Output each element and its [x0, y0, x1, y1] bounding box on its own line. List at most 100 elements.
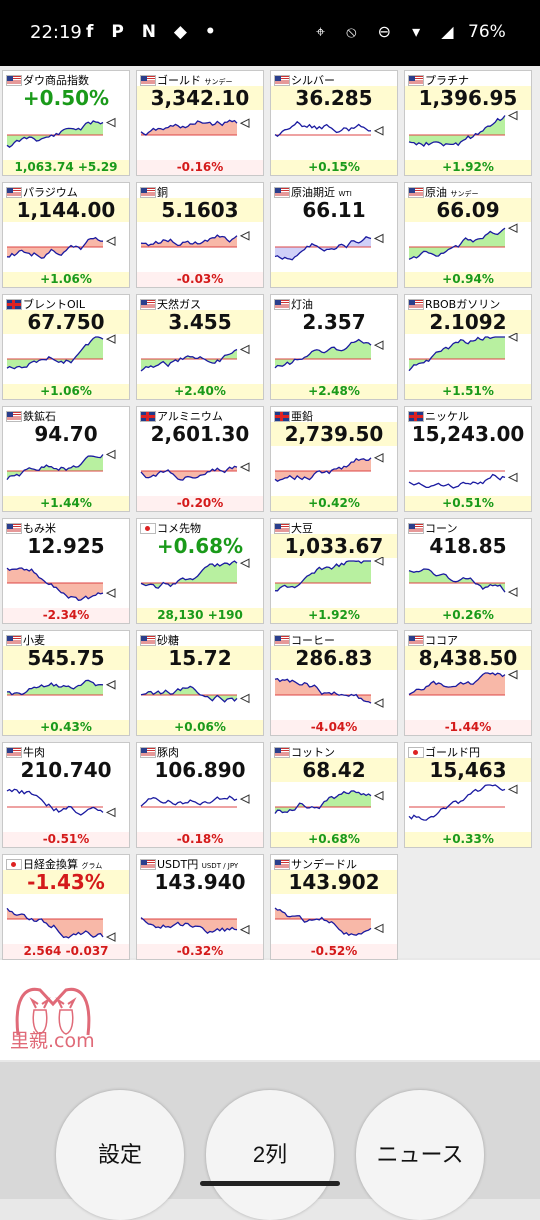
flag-uk-icon [140, 411, 156, 422]
commodity-card[interactable]: ココア 8,438.50 -1.44% [404, 630, 532, 736]
flag-us-icon [274, 187, 290, 198]
commodity-card[interactable]: ニッケル 15,243.00 +0.51% [404, 406, 532, 512]
sparkline-line [274, 677, 372, 704]
commodity-name: 天然ガス [157, 298, 201, 311]
commodity-card[interactable]: RBOBガソリン 2.1092 +1.51% [404, 294, 532, 400]
flag-uk-icon [408, 411, 424, 422]
flag-us-icon [408, 635, 424, 646]
price-sparkline [274, 120, 384, 138]
flag-us-icon [140, 187, 156, 198]
commodity-card[interactable]: USDT円 USDT / JPY 143.940 -0.32% [136, 854, 264, 960]
price-sparkline [140, 231, 250, 248]
commodity-price: -1.43% [3, 870, 129, 894]
commodity-card[interactable]: シルバー 36.285 +0.15% [270, 70, 398, 176]
last-price-marker [239, 693, 250, 704]
commodity-change: -1.44% [405, 720, 531, 735]
sparkline-area [7, 680, 103, 695]
sparkline-line [140, 348, 238, 372]
flag-us-icon [274, 75, 290, 86]
last-price-marker [239, 344, 250, 355]
commodity-change: +0.43% [3, 720, 129, 735]
sparkline-area [275, 339, 371, 368]
commodity-card[interactable]: 日経金換算 グラム -1.43% 2.564 -0.037 [2, 854, 130, 960]
flag-us-icon [140, 635, 156, 646]
commodity-change: +1.06% [3, 272, 129, 287]
commodity-name: サンデードル [291, 858, 357, 871]
commodity-card[interactable]: 原油 サンデー 66.09 +0.94% [404, 182, 532, 288]
commodity-name: もみ米 [23, 522, 56, 535]
commodity-card[interactable]: ブレントOIL 67.750 +1.06% [2, 294, 130, 400]
price-sparkline [408, 669, 518, 696]
commodity-name: コーン [425, 522, 458, 535]
commodity-card[interactable]: 亜鉛 2,739.50 +0.42% [270, 406, 398, 512]
commodity-card[interactable]: 牛肉 210.740 -0.51% [2, 742, 130, 848]
commodity-change: 2.564 -0.037 [3, 944, 129, 959]
flag-uk-icon [274, 411, 290, 422]
sparkline-line [6, 120, 104, 149]
price-sparkline [408, 333, 518, 372]
flag-us-icon [6, 523, 22, 534]
commodity-card[interactable]: 原油期近 WTI 66.11 [270, 182, 398, 288]
flag-us-icon [140, 299, 156, 310]
commodity-card[interactable]: パラジウム 1,144.00 +1.06% [2, 182, 130, 288]
commodity-price: 66.11 [302, 198, 366, 222]
settings-button[interactable]: 設定 [56, 1090, 184, 1220]
commodity-card[interactable]: もみ米 12.925 -2.34% [2, 518, 130, 624]
commodity-price: 143.940 [154, 870, 246, 894]
commodity-card[interactable]: コメ先物 +0.68% 28,130 +190 [136, 518, 264, 624]
commodity-card[interactable]: 灯油 2.357 +2.48% [270, 294, 398, 400]
commodity-card[interactable]: コットン 68.42 +0.68% [270, 742, 398, 848]
commodity-name: 鉄鉱石 [23, 410, 56, 423]
commodity-card[interactable]: コーン 418.85 +0.26% [404, 518, 532, 624]
commodity-card[interactable]: 豚肉 106.890 -0.18% [136, 742, 264, 848]
columns-button[interactable]: 2列 [206, 1090, 334, 1220]
sparkline-line [140, 917, 238, 935]
flag-uk-icon [6, 299, 22, 310]
commodity-price: 106.890 [154, 758, 246, 782]
commodity-card[interactable]: プラチナ 1,396.95 +1.92% [404, 70, 532, 176]
sparkline-line [274, 560, 371, 592]
gesture-nav-bar[interactable] [200, 1181, 340, 1186]
commodity-card[interactable]: コーヒー 286.83 -4.04% [270, 630, 398, 736]
flag-us-icon [408, 75, 424, 86]
commodity-change: +0.06% [137, 720, 263, 735]
last-price-marker [373, 790, 384, 801]
ad-banner[interactable]: 里親.com [0, 960, 540, 1060]
last-price-marker [105, 679, 116, 690]
commodity-card[interactable]: ゴールド円 15,463 +0.33% [404, 742, 532, 848]
last-price-marker [507, 587, 518, 597]
last-price-marker [239, 118, 250, 128]
sparkline-line [408, 227, 506, 260]
commodity-change: +0.68% [271, 832, 397, 847]
sparkline-line [408, 115, 506, 147]
commodity-card[interactable]: 小麦 545.75 +0.43% [2, 630, 130, 736]
commodity-card[interactable]: 砂糖 15.72 +0.06% [136, 630, 264, 736]
commodity-card[interactable]: 天然ガス 3.455 +2.40% [136, 294, 264, 400]
last-price-marker [105, 807, 116, 818]
commodity-price: +0.50% [22, 86, 110, 110]
commodity-card[interactable]: アルミニウム 2,601.30 -0.20% [136, 406, 264, 512]
commodity-card[interactable]: サンデードル 143.902 -0.52% [270, 854, 398, 960]
commodity-card[interactable]: ダウ商品指数 +0.50% 1,063.74 +5.29 [2, 70, 130, 176]
commodity-change: 28,130 +190 [137, 608, 263, 623]
commodity-card[interactable]: ゴールド サンデー 3,342.10 -0.16% [136, 70, 264, 176]
sparkline-area [7, 237, 103, 259]
commodity-card[interactable]: 銅 5.1603 -0.03% [136, 182, 264, 288]
sparkline-line [6, 336, 104, 370]
commodity-price: 3.455 [137, 310, 263, 334]
commodity-name: 銅 [157, 186, 168, 199]
commodity-card[interactable]: 大豆 1,033.67 +1.92% [270, 518, 398, 624]
commodity-price: 94.70 [34, 422, 98, 446]
commodity-name: アルミニウム [157, 410, 223, 423]
commodity-card[interactable]: 鉄鉱石 94.70 +1.44% [2, 406, 130, 512]
price-sparkline [408, 470, 518, 489]
flag-us-icon [274, 635, 290, 646]
sparkline-line [6, 236, 104, 259]
flag-us-icon [408, 523, 424, 534]
news-button[interactable]: ニュース [356, 1090, 484, 1220]
last-price-marker [373, 340, 384, 350]
commodity-price: 2.357 [302, 310, 366, 334]
last-price-marker [507, 333, 518, 342]
sparkline-area [141, 349, 237, 371]
commodity-price: 545.75 [3, 646, 129, 670]
